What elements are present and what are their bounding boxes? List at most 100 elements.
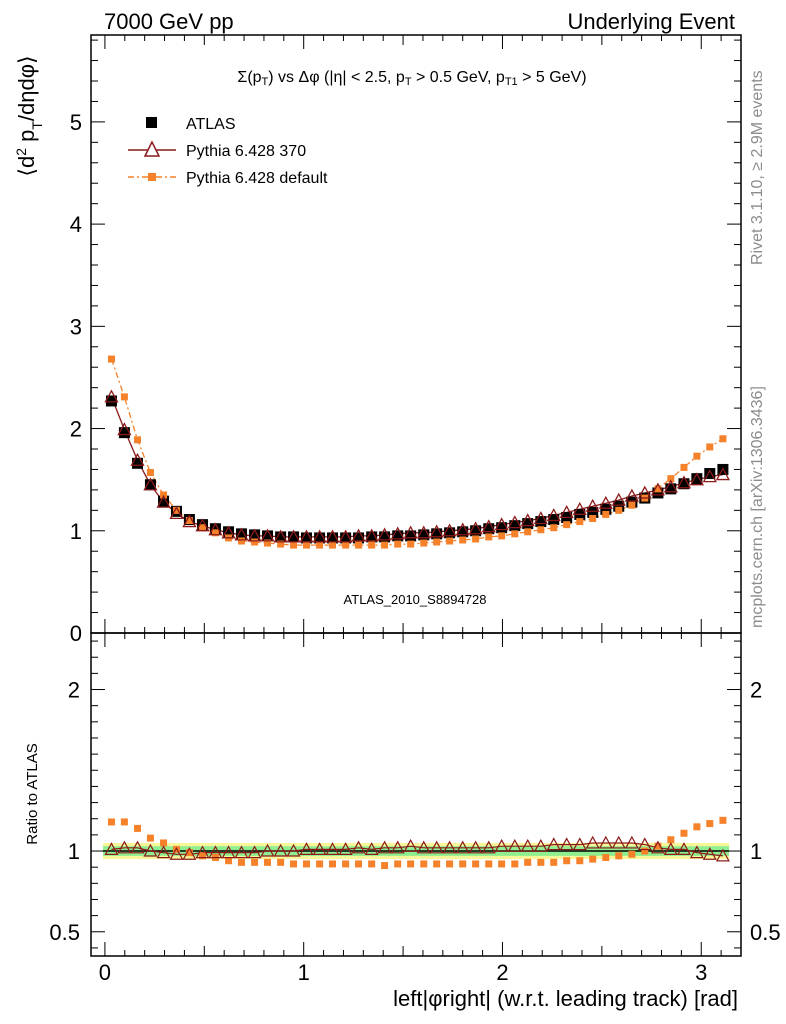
atlas-point <box>327 532 339 544</box>
pythia370-point <box>104 389 119 403</box>
atlas-point <box>340 532 352 544</box>
ratio-pythia370-point <box>585 835 600 849</box>
pythia370-point <box>637 485 652 499</box>
ratio-y-tick-label-left: 0.5 <box>49 920 80 945</box>
pythia370-point <box>299 529 314 543</box>
main-y-tick-label: 3 <box>70 314 82 339</box>
pythia370-point <box>559 505 574 519</box>
ratio-pythia370-point <box>260 843 275 857</box>
atlas-point <box>366 531 378 543</box>
atlas-point <box>405 530 417 542</box>
pythia370-point <box>273 529 288 543</box>
ratio-pythia370-point <box>351 840 366 854</box>
pythia370-point <box>286 529 301 543</box>
legend-marker-atlas <box>146 117 157 128</box>
pythia370-point <box>325 529 340 543</box>
main-axis-ticks: 0 1 2 3 4 5 <box>70 35 741 646</box>
ratio-pythia370-point <box>104 842 119 856</box>
atlas-point <box>431 528 443 540</box>
pythia-default-point <box>394 540 402 548</box>
ratio-pythia370-point <box>715 848 730 862</box>
x-axis-label: left|φright| (w.r.t. leading track) [rad… <box>393 986 738 1011</box>
main-y-tick-label: 4 <box>70 212 82 237</box>
pythia370-point <box>507 515 522 529</box>
ratio-pythia370-point <box>468 840 483 854</box>
x-tick-label: 1 <box>298 960 310 985</box>
ratio-pythia-default-point <box>576 857 584 865</box>
legend-marker-pythia-default <box>148 173 156 181</box>
atlas-point <box>118 427 130 439</box>
ratio-pythia-default-point <box>264 858 272 866</box>
pythia-default-point <box>407 540 415 548</box>
ratio-pythia-default-point <box>420 860 428 868</box>
atlas-point <box>548 514 560 526</box>
ratio-pythia370-point <box>520 838 535 852</box>
pythia370-point <box>585 498 600 512</box>
ratio-pythia-default-point <box>394 860 402 868</box>
ratio-pythia370-point <box>221 845 236 859</box>
ratio-pythia370-point <box>650 840 665 854</box>
legend-label-pythia-default: Pythia 6.428 default <box>186 170 328 187</box>
ratio-pythia370-point <box>117 840 132 854</box>
ratio-y-axis-label: Ratio to ATLAS <box>24 743 41 844</box>
main-panel: 0 1 2 3 4 5 Σ(pT) vs Δφ (|η| < 2.5, pT > 0.5 … <box>13 34 742 646</box>
pythia370-point <box>312 529 327 543</box>
ratio-pythia370-point <box>169 847 184 860</box>
ratio-pythia370-point <box>234 845 249 859</box>
ratio-pythia370-point <box>325 842 340 856</box>
ratio-pythia370-point <box>143 843 158 857</box>
atlas-point <box>418 529 430 541</box>
ratio-pythia370-point <box>286 843 301 857</box>
ratio-pythia-default-point <box>134 824 142 832</box>
atlas-point <box>392 530 404 542</box>
pythia-default-point <box>237 537 245 545</box>
atlas-point <box>600 503 612 515</box>
ratio-pythia370-point <box>130 840 145 854</box>
pythia370-point <box>715 467 731 481</box>
pythia-default-point <box>667 475 675 483</box>
ratio-pythia-default-point <box>302 860 310 868</box>
pythia-default-point <box>185 517 193 525</box>
series-line-pythia370 <box>110 396 723 538</box>
main-y-tick-label: 5 <box>70 110 82 135</box>
ratio-pythia-default-point <box>641 847 649 855</box>
pythia-default-point <box>680 463 688 471</box>
pythia-default-point <box>251 538 259 546</box>
pythia370-point <box>403 525 418 539</box>
ratio-pythia-default-point <box>290 860 298 868</box>
ratio-pythia370-point <box>156 845 171 859</box>
rivet-label: Rivet 3.1.10, ≥ 2.9M events <box>749 70 766 265</box>
main-y-tick-label: 2 <box>70 417 82 442</box>
ratio-pythia370-point <box>182 847 197 860</box>
ratio-pythia-default-point <box>199 852 207 860</box>
ratio-pythia-default-point <box>433 860 441 868</box>
legend-marker-pythia370 <box>143 140 161 157</box>
ratio-pythia-default-point <box>316 860 324 868</box>
ratio-pythia370-point <box>442 840 457 854</box>
ratio-pythia-default-point <box>459 860 467 868</box>
ratio-pythia-default-point <box>407 860 415 868</box>
atlas-point <box>444 527 456 539</box>
atlas-point <box>704 468 716 480</box>
pythia-default-point <box>472 535 480 543</box>
atlas-point <box>652 487 664 499</box>
ratio-y-tick-label-right: 0.5 <box>750 920 781 945</box>
pythia-default-point <box>277 540 285 548</box>
pythia370-point <box>169 506 184 520</box>
ratio-pythia370-point <box>416 840 431 854</box>
pythia370-point <box>208 522 223 536</box>
pythia-default-point <box>199 524 207 532</box>
pythia370-point <box>351 528 366 542</box>
pythia370-point <box>429 524 444 538</box>
atlas-point <box>509 520 521 532</box>
ratio-pythia-default-point <box>524 858 532 866</box>
chart-title: Σ(pT) vs Δφ (|η| < 2.5, pT > 0.5 GeV, pT… <box>237 69 586 88</box>
pythia370-point <box>247 528 262 542</box>
pythia370-point <box>676 475 692 489</box>
ratio-pythia-default-point <box>498 860 506 868</box>
pythia-default-point <box>446 537 454 545</box>
atlas-point <box>587 506 599 518</box>
ratio-pythia-default-point <box>602 853 610 861</box>
legend-label-pythia370: Pythia 6.428 370 <box>186 143 306 160</box>
